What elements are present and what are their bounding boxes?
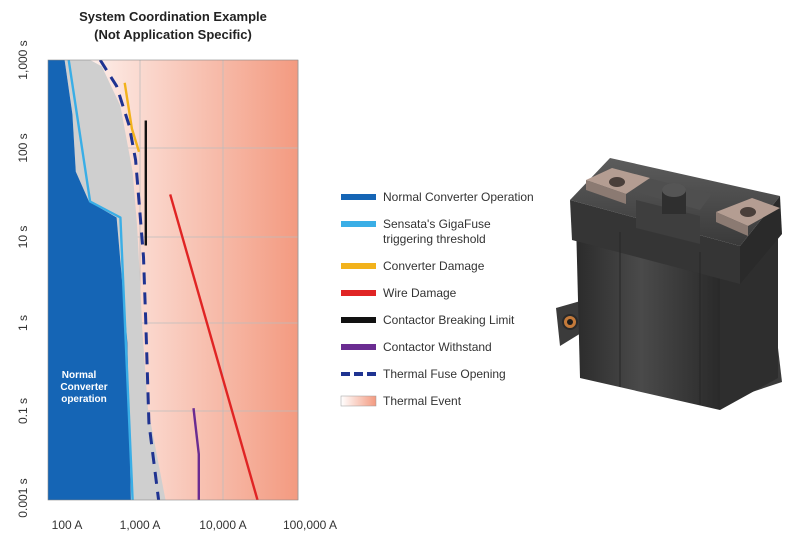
y-tick-label: 0.001 s [16,478,30,517]
legend-swatch [341,317,376,323]
annotation-line-2: Converter [60,382,107,393]
y-tick-label: 100 s [16,133,30,162]
legend-swatch [341,290,376,296]
series-lines [67,60,259,500]
regions [48,60,166,500]
y-tick-label: 10 s [16,226,30,249]
annotation-line-1: Normal [62,370,97,381]
series-wire-damage [169,194,259,500]
normal-converter-region [48,60,131,500]
y-tick-label: 1 s [16,315,30,331]
series-thermal-fuse-opening [98,60,161,500]
x-axis-ticks: 100 A 1,000 A 10,000 A 100,000 A [52,518,337,532]
contactor-product-image [556,158,782,410]
legend-label: Normal Converter Operation [383,190,534,204]
x-tick-label: 100,000 A [283,518,337,532]
legend: Normal Converter Operation Sensata's Giga… [340,190,534,408]
x-tick-label: 10,000 A [199,518,246,532]
legend-item: Thermal Event [340,394,462,408]
legend-swatch [340,395,377,407]
chart-title: System Coordination Example [79,9,267,24]
legend-label: Contactor Breaking Limit [383,313,515,327]
legend-item: Thermal Fuse Opening [341,367,506,381]
y-tick-label: 0.1 s [16,398,30,424]
legend-item: Contactor Breaking Limit [341,313,515,327]
legend-swatch [341,194,376,200]
legend-label: Sensata's GigaFuse [383,217,491,231]
legend-label: Contactor Withstand [383,340,492,354]
gray-envelope-region [64,60,166,500]
x-tick-label: 1,000 A [120,518,161,532]
legend-swatch [341,344,376,350]
legend-label: Thermal Fuse Opening [383,367,506,381]
legend-item: Wire Damage [341,286,457,300]
x-tick-label: 100 A [52,518,83,532]
plot-area: Normal Converter operation [47,59,299,501]
legend-label: Converter Damage [383,259,485,273]
legend-item: Converter Damage [341,259,485,273]
legend-item: Contactor Withstand [341,340,492,354]
legend-swatch [341,263,376,269]
series-converter-damage [123,82,141,153]
legend-label: Wire Damage [383,286,457,300]
legend-label: Thermal Event [383,394,462,408]
series-contactor-withstand [192,408,200,500]
y-axis-ticks: 1,000 s 100 s 10 s 1 s 0.1 s 0.001 s [16,40,30,517]
legend-label: triggering threshold [383,232,486,246]
series-sensata-s-gigafuse-triggering-threshold [67,60,134,500]
plot-border [47,59,299,501]
legend-swatch [341,221,376,227]
normal-converter-annotation: Normal Converter operation [60,370,107,405]
annotation-line-3: operation [61,394,107,405]
y-tick-label: 1,000 s [16,40,30,79]
chart-subtitle: (Not Application Specific) [94,27,252,42]
legend-item: Normal Converter Operation [341,190,534,204]
